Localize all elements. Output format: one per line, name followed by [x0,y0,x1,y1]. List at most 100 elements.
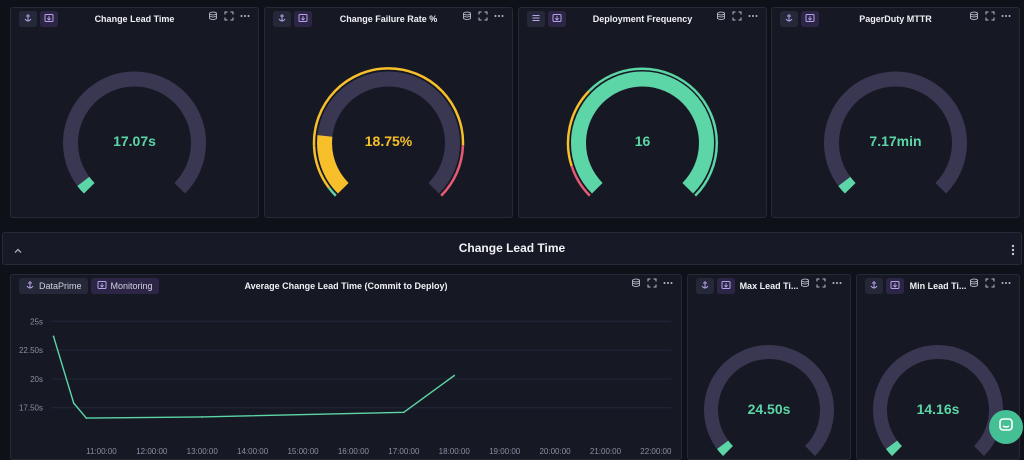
gauge-value: 17.07s [113,133,156,149]
x-tick-label: 21:00:00 [590,447,622,456]
dataprime-tag-label: DataPrime [39,281,82,291]
fullscreen-icon[interactable] [816,278,826,288]
monitor-button[interactable] [548,11,566,27]
database-icon[interactable] [969,11,979,21]
monitor-button[interactable] [294,11,312,27]
gauge-track [824,71,967,194]
panel-header: Deployment Frequency [519,8,766,30]
list-icon [531,10,541,28]
gauge-panel: Change Lead Time 17.07s [10,7,259,218]
gauge-threshold-band [312,145,330,189]
gauge-threshold-band [440,145,465,197]
monitor-button[interactable] [40,11,58,27]
gauge [566,67,719,197]
panel-title: Min Lead Ti... [909,281,967,291]
fullscreen-icon[interactable] [985,278,995,288]
series-line [52,336,455,419]
monitor-icon [44,10,54,28]
anchor-icon [784,10,794,28]
x-tick-label: 19:00:00 [489,447,521,456]
query-button[interactable] [696,278,714,294]
more-icon[interactable] [1001,14,1011,18]
panel-header: PagerDuty MTTR [772,8,1019,30]
more-icon[interactable] [1001,281,1011,285]
database-icon[interactable] [631,278,641,288]
section-header-change-lead-time[interactable]: Change Lead Time [2,232,1022,265]
gauge-fill [317,135,349,194]
data-point [403,411,405,414]
panel-average-change-lead-time: DataPrime Monitoring Average Change Lead… [10,274,682,460]
fullscreen-icon[interactable] [647,278,657,288]
y-tick-label: 20s [30,375,43,384]
fullscreen-icon[interactable] [985,11,995,21]
data-point [85,417,88,419]
monitor-icon [721,277,731,295]
data-point [201,416,204,418]
gauge-value: 18.75% [364,133,413,149]
more-icon[interactable] [748,14,758,18]
gauge-fill [886,440,903,456]
data-point [453,374,456,377]
database-icon[interactable] [716,11,726,21]
query-button[interactable] [865,278,883,294]
more-icon[interactable] [240,14,250,18]
gauge-threshold-band [566,90,590,167]
monitoring-tag-button[interactable]: Monitoring [90,278,159,294]
x-tick-label: 20:00:00 [539,447,571,456]
x-tick-label: 17:00:00 [388,447,420,456]
gauge-panel: Deployment Frequency 16 [518,7,767,218]
database-icon[interactable] [462,11,472,21]
monitor-icon [97,280,107,292]
data-point [72,402,75,404]
gauge-value: 7.17min [869,133,922,149]
gauge [312,67,465,197]
x-tick-label: 18:00:00 [439,447,471,456]
database-icon[interactable] [800,278,810,288]
section-more-icon[interactable] [1011,243,1015,261]
query-button[interactable] [19,11,37,27]
monitor-icon [890,277,900,295]
monitor-button[interactable] [801,11,819,27]
query-button[interactable] [273,11,291,27]
gauge-track [704,345,834,456]
dataprime-tag-button[interactable]: DataPrime [19,278,88,294]
fullscreen-icon[interactable] [732,11,742,21]
gauge [824,71,967,194]
x-tick-label: 11:00:00 [86,447,117,456]
section-title: Change Lead Time [458,241,566,255]
x-tick-label: 22:00:00 [640,447,672,456]
database-icon[interactable] [969,278,979,288]
anchor-icon [700,277,710,295]
more-icon[interactable] [494,14,504,18]
gauge-threshold-band [570,165,591,197]
x-tick-label: 15:00:00 [287,447,319,456]
chat-button[interactable] [989,410,1023,444]
gauge-value: 16 [634,133,651,149]
more-icon[interactable] [832,281,842,285]
gauge [63,71,206,194]
monitor-button[interactable] [886,278,904,294]
panel-header: Change Lead Time [11,8,258,30]
gauge-fill [838,176,856,194]
x-tick-label: 12:00:00 [136,447,168,456]
fullscreen-icon[interactable] [478,11,488,21]
y-tick-label: 25s [30,317,43,326]
query-button[interactable] [780,11,798,27]
y-tick-label: 17.50s [19,404,43,413]
x-tick-label: 13:00:00 [187,447,219,456]
more-icon[interactable] [663,281,673,285]
query-button[interactable] [527,11,545,27]
y-tick-label: 22.50s [19,346,43,355]
anchor-icon [23,10,33,28]
gauge [704,345,834,456]
monitor-button[interactable] [717,278,735,294]
monitor-icon [552,10,562,28]
chat-icon [998,417,1014,438]
gauge-panel: Max Lead Ti... 24.50s [687,274,851,460]
gauge-panel: PagerDuty MTTR 7.17min [771,7,1020,218]
gauge-value: 24.50s [747,401,791,417]
gauge-fill [77,176,95,194]
database-icon[interactable] [208,11,218,21]
collapse-chevron-icon[interactable] [13,243,23,261]
fullscreen-icon[interactable] [224,11,234,21]
